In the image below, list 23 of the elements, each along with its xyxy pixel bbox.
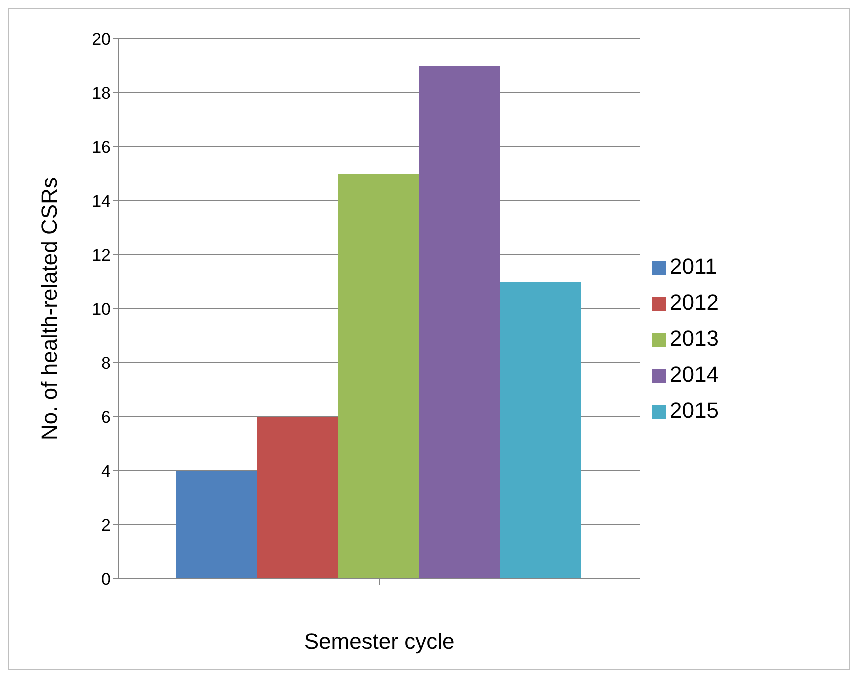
y-tick-label: 14 bbox=[92, 192, 111, 212]
y-tick-label: 6 bbox=[102, 408, 111, 428]
y-tick-label: 0 bbox=[102, 570, 111, 590]
y-tick-label: 2 bbox=[102, 516, 111, 536]
legend-label: 2014 bbox=[670, 362, 719, 387]
y-axis-title: No. of health-related CSRs bbox=[36, 178, 62, 440]
y-tick-label: 8 bbox=[102, 354, 111, 374]
bar bbox=[419, 66, 500, 579]
y-tick-label: 4 bbox=[102, 462, 111, 482]
bar bbox=[257, 417, 338, 579]
legend-label: 2011 bbox=[670, 254, 718, 279]
bar bbox=[500, 282, 582, 579]
y-tick-label: 20 bbox=[92, 30, 111, 50]
legend-label: 2012 bbox=[670, 290, 719, 315]
bar bbox=[338, 174, 420, 579]
x-axis-title: Semester cycle bbox=[304, 629, 455, 654]
y-tick-label: 12 bbox=[92, 246, 111, 266]
y-tick-label: 16 bbox=[92, 138, 111, 158]
legend-label: 2013 bbox=[670, 326, 719, 351]
bar bbox=[176, 471, 258, 579]
legend-label: 2015 bbox=[670, 398, 719, 423]
y-tick-label: 18 bbox=[92, 84, 111, 104]
y-tick-label: 10 bbox=[92, 300, 111, 320]
